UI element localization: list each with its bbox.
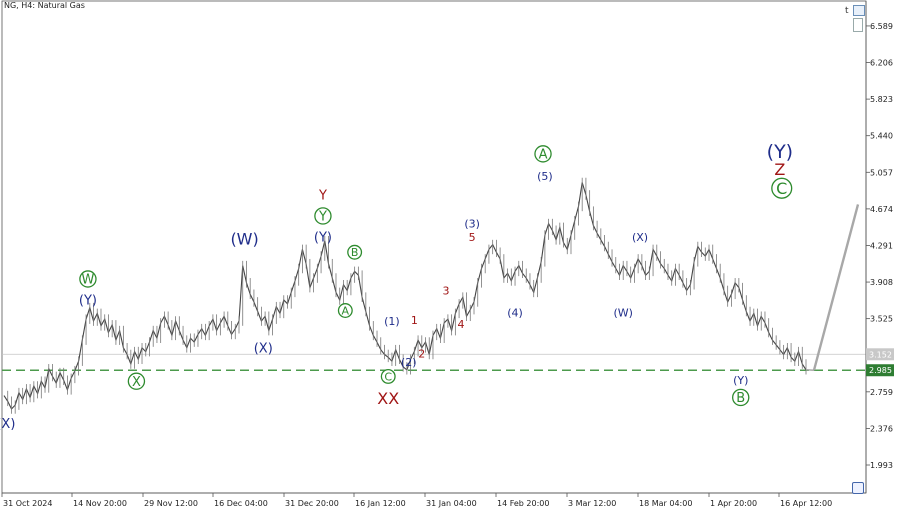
trading-hat-icon[interactable] [853, 5, 865, 16]
wave-label: (1) [384, 315, 400, 328]
x-axis: 31 Oct 2024 14 Nov 20:00 29 Nov 12:00 16 De… [1, 492, 866, 508]
wave-label: (Y) [314, 231, 332, 246]
y-tick-label: 3.908 [870, 278, 893, 287]
y-tick-label: 6.206 [870, 59, 893, 68]
x-tick-label: 31 Jan 04:00 [426, 499, 477, 508]
wave-label: W [82, 273, 95, 288]
wave-label: (X) [0, 417, 15, 432]
support-price-box [866, 364, 894, 377]
wave-label: 5 [469, 231, 476, 244]
wave-label: B [736, 391, 745, 406]
chart-toolbar[interactable]: t [842, 2, 866, 32]
wave-label: XX [377, 389, 399, 408]
x-tick-label: 14 Feb 20:00 [497, 499, 549, 508]
wave-label: X [132, 375, 141, 390]
wave-label: Y [318, 210, 327, 225]
symbol-title: NG, H4: Natural Gas [4, 1, 85, 10]
wave-label: (4) [507, 306, 523, 319]
plot-frame [1, 0, 867, 494]
y-tick-label: 2.759 [870, 388, 893, 397]
x-tick-label: 29 Nov 12:00 [144, 499, 198, 508]
y-tick-label: 5.057 [870, 168, 893, 177]
wave-label: A [539, 148, 548, 163]
x-tick-label: 16 Dec 04:00 [214, 499, 268, 508]
support-price-label: 2.985 [869, 366, 892, 375]
y-tick-label: 1.993 [870, 461, 893, 470]
wave-label: (5) [537, 170, 553, 183]
y-tick-label: 5.823 [870, 95, 893, 104]
x-tick-label: 31 Dec 20:00 [285, 499, 339, 508]
wave-label: C [384, 370, 392, 383]
wave-label: Z [774, 160, 785, 179]
y-tick-label: 2.376 [870, 424, 893, 433]
wave-label: A [342, 304, 350, 317]
x-tick-label: 16 Jan 12:00 [355, 499, 406, 508]
forecast-line [812, 204, 860, 371]
wave-label-circle [534, 145, 552, 163]
y-tick-label: 6.589 [870, 22, 893, 31]
wave-label: (Y) [733, 374, 748, 387]
wave-label-circle [380, 368, 396, 384]
wave-label: 3 [443, 284, 450, 297]
wave-label: Y [318, 189, 327, 204]
wave-label: (X) [254, 341, 273, 356]
y-tick-label: 3.525 [870, 315, 893, 324]
document-icon[interactable] [853, 18, 863, 32]
wave-label-circle [347, 244, 363, 260]
wave-label: 1 [411, 314, 418, 327]
y-tick-label: 4.674 [870, 205, 893, 214]
wave-labels-group: (X) W (Y) X (W) (X) YY (Y) B A (1) C XX (2) 1 2 3 4 (3)5 (4… [0, 141, 793, 432]
wave-label: (Y) [79, 294, 97, 309]
x-tick-label: 18 Mar 04:00 [639, 499, 692, 508]
last-price-box [866, 348, 894, 361]
x-tick-label: 31 Oct 2024 [3, 499, 52, 508]
price-line [3, 182, 807, 410]
wave-label-circle [314, 207, 332, 225]
wave-label: (3) [464, 218, 480, 231]
wave-label: (2) [401, 356, 417, 369]
wave-label-circle [732, 388, 750, 407]
x-tick-label: 16 Apr 12:00 [780, 499, 832, 508]
price-series-group [3, 177, 807, 414]
wave-label: 2 [418, 347, 425, 360]
wave-label-circle [127, 372, 146, 390]
wave-label-circle [337, 303, 353, 319]
y-tick-label: 5.440 [870, 132, 893, 141]
wave-label: B [351, 246, 359, 259]
x-tick-label: 1 Apr 20:00 [710, 499, 757, 508]
wave-label: (Y) [767, 141, 793, 163]
last-price-label: 3.152 [869, 350, 892, 359]
y-tick-label: 4.291 [870, 241, 893, 250]
x-tick-label: 14 Nov 20:00 [73, 499, 127, 508]
wave-label-circle [79, 270, 97, 288]
settings-icon[interactable] [852, 482, 864, 494]
wave-label: (W) [230, 230, 258, 249]
wave-label: C [776, 179, 787, 198]
wave-label-circle [771, 177, 793, 199]
wave-label: 4 [457, 318, 464, 331]
forecast-group [805, 204, 860, 371]
y-axis: 1.9932.3762.7593.1423.5253.9084.2914.674… [865, 1, 894, 493]
wave-label: (X) [632, 231, 648, 244]
x-tick-label: 3 Mar 12:00 [568, 499, 616, 508]
toolbar-letter: t [845, 6, 849, 16]
wave-label: (W) [613, 306, 632, 319]
